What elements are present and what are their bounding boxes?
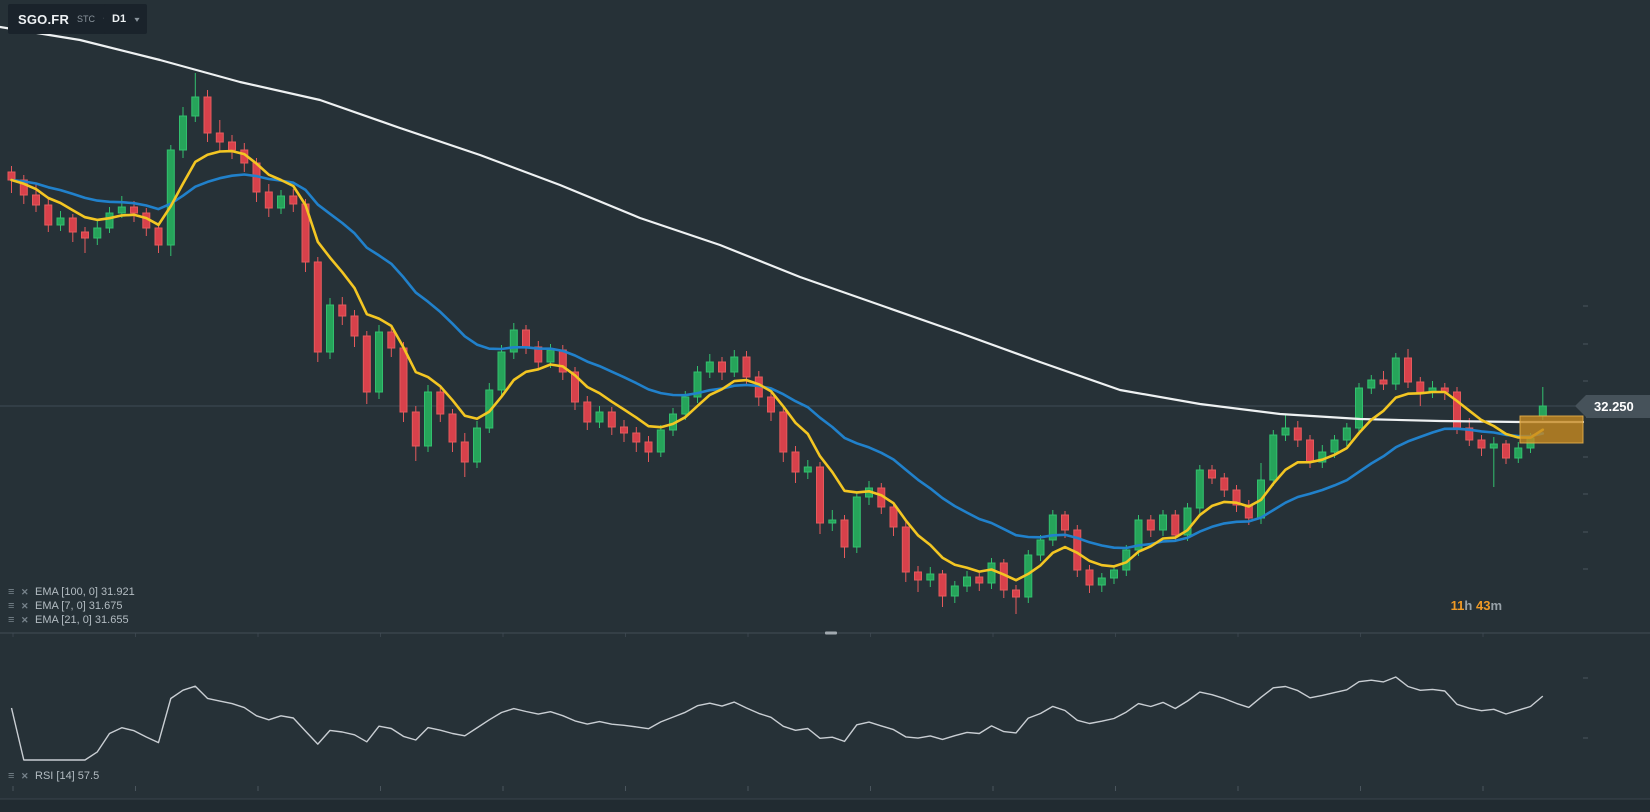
symbol-label: SGO.FR xyxy=(18,11,70,27)
countdown-hours: 11 xyxy=(1450,598,1465,613)
price-axis-ticks[interactable] xyxy=(1583,305,1588,739)
ema100-line xyxy=(0,25,1585,424)
time-axis[interactable] xyxy=(0,633,1650,812)
chevron-down-icon: ▾ xyxy=(134,14,140,24)
indicator-close-icon[interactable]: ✕ xyxy=(21,586,29,597)
highlight-zone[interactable] xyxy=(1519,415,1584,444)
timeframe-selector[interactable]: D1 ▾ xyxy=(104,4,148,34)
indicator-row-ema7: ≡ ✕ EMA [7, 0] 31.675 xyxy=(8,600,135,612)
indicator-label: EMA [21, 0] 31.655 xyxy=(35,614,129,626)
symbol-selector[interactable]: SGO.FR STC ▾ xyxy=(8,4,119,34)
indicator-row-ema100: ≡ ✕ EMA [100, 0] 31.921 xyxy=(8,586,135,598)
symbol-subtitle: STC xyxy=(77,14,96,24)
candles-layer xyxy=(7,73,1547,614)
indicator-close-icon[interactable]: ✕ xyxy=(21,614,29,625)
indicator-close-icon[interactable]: ✕ xyxy=(21,770,29,781)
indicator-row-rsi: ≡ ✕ RSI [14] 57.5 xyxy=(8,770,99,782)
candle-countdown-timer: 11h 43m xyxy=(1451,598,1502,613)
divider-drag-handle[interactable] xyxy=(825,631,837,635)
countdown-minutes: 43 xyxy=(1475,598,1491,613)
indicator-close-icon[interactable]: ✕ xyxy=(21,600,29,611)
indicator-row-ema21: ≡ ✕ EMA [21, 0] 31.655 xyxy=(8,614,135,626)
indicator-settings-icon[interactable]: ≡ xyxy=(8,614,15,626)
panel-divider[interactable] xyxy=(0,631,1650,635)
ema7-line xyxy=(10,149,1545,582)
rsi-line xyxy=(10,676,1544,761)
indicator-settings-icon[interactable]: ≡ xyxy=(8,586,15,598)
ema21-line xyxy=(10,173,1545,550)
current-price-label: 32.250 xyxy=(1575,395,1650,418)
indicator-settings-icon[interactable]: ≡ xyxy=(8,600,15,612)
indicator-label: EMA [100, 0] 31.921 xyxy=(35,586,135,598)
indicator-label: EMA [7, 0] 31.675 xyxy=(35,600,123,612)
rsi-indicator-legend: ≡ ✕ RSI [14] 57.5 xyxy=(8,770,99,782)
ema-indicator-legend: ≡ ✕ EMA [100, 0] 31.921 ≡ ✕ EMA [7, 0] 3… xyxy=(8,586,135,626)
countdown-hours-unit: h xyxy=(1464,598,1473,613)
countdown-minutes-unit: m xyxy=(1490,598,1502,613)
indicator-settings-icon[interactable]: ≡ xyxy=(8,770,15,782)
indicator-label: RSI [14] 57.5 xyxy=(35,770,100,782)
timeframe-label: D1 xyxy=(112,13,127,25)
